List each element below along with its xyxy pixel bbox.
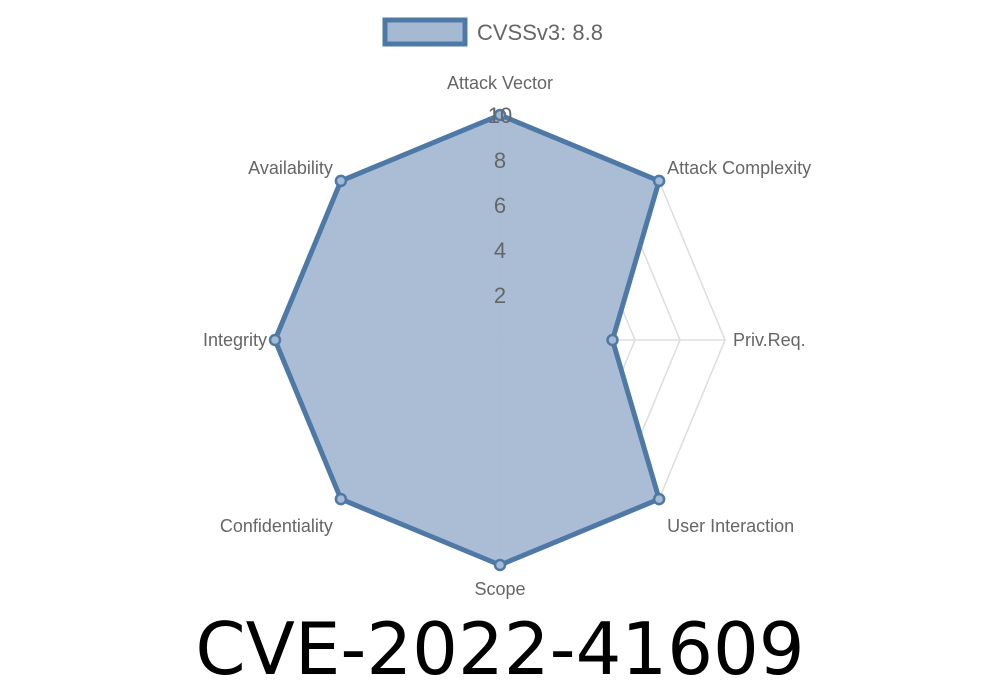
axis-label: Attack Vector [447,73,553,93]
data-point [493,108,507,122]
axis-label: Integrity [203,330,267,350]
tick-label: 10 [488,103,512,128]
series-area [272,112,662,568]
axis-label: Availability [248,158,333,178]
legend: CVSSv3: 8.8 [382,17,603,47]
axis-label: Attack Complexity [667,158,811,178]
tick-label: 6 [494,193,506,218]
data-point [334,174,348,188]
tick-label: 2 [494,283,506,308]
axis-label: Priv.Req. [733,330,806,350]
data-point [606,333,619,347]
legend-swatch [382,17,468,47]
data-point [652,492,666,506]
cve-title: CVE-2022-41609 [195,607,805,691]
tick-label: 4 [494,238,506,263]
data-point [493,558,507,572]
axis-label: User Interaction [667,516,794,536]
axis-label: Scope [474,579,525,599]
data-point [268,333,282,347]
axis-label: Confidentiality [220,516,333,536]
data-point [652,174,666,188]
tick-label: 8 [494,148,506,173]
data-point [334,492,348,506]
legend-label: CVSSv3: 8.8 [477,20,603,45]
